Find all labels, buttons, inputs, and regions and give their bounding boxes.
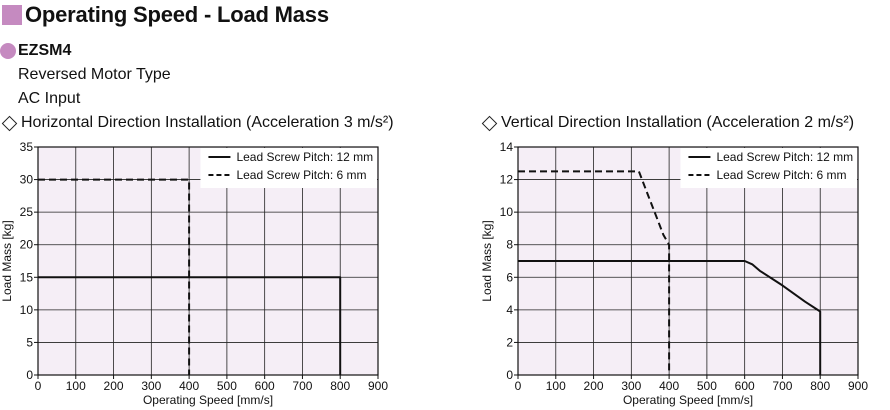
x-tick-label: 100: [546, 379, 566, 393]
y-tick-label: 35: [20, 140, 34, 154]
subtitle-motor-type: Reversed Motor Type: [18, 66, 171, 83]
y-axis-title: Load Mass [kg]: [480, 220, 494, 301]
x-tick-label: 100: [66, 379, 86, 393]
x-axis-title: Operating Speed [mm/s]: [143, 393, 273, 407]
chart-heading-vertical: Vertical Direction Installation (Acceler…: [480, 114, 854, 132]
x-tick-label: 900: [368, 379, 388, 393]
legend-label: Lead Screw Pitch: 6 mm: [236, 168, 366, 182]
chart-vertical-installation: 0 100 200 300 400 500 600 700 800 900 0 2 4 6 8 10 12 14 O…: [480, 140, 868, 407]
y-tick-label: 25: [20, 205, 34, 219]
legend-label: Lead Screw Pitch: 12 mm: [716, 150, 853, 164]
x-tick-label: 300: [621, 379, 641, 393]
legend-label: Lead Screw Pitch: 12 mm: [236, 150, 373, 164]
x-tick-label: 400: [179, 379, 199, 393]
legend-label: Lead Screw Pitch: 6 mm: [716, 168, 846, 182]
plot-frame: [37, 146, 379, 376]
x-tick-label: 600: [735, 379, 755, 393]
legend-box: [680, 148, 857, 188]
y-tick-label: 5: [26, 335, 33, 349]
y-tick-label: 8: [506, 238, 513, 252]
x-tick-label: 800: [810, 379, 830, 393]
y-tick-label: 0: [506, 368, 513, 382]
diamond-icon: [1, 115, 18, 131]
y-tick-label: 14: [500, 140, 514, 154]
title-marker-square: [2, 5, 22, 25]
x-tick-label: 0: [35, 379, 42, 393]
model-row: EZSM4: [0, 40, 71, 62]
y-tick-label: 30: [20, 173, 34, 187]
chart-horizontal-installation: 0 100 200 300 400 500 600 700 800 900 0 5 10 15 20 25 30…: [0, 140, 388, 407]
x-tick-label: 700: [292, 379, 312, 393]
x-tick-label: 0: [515, 379, 522, 393]
y-tick-label: 6: [506, 270, 513, 284]
model-name: EZSM4: [18, 42, 72, 59]
x-axis-title: Operating Speed [mm/s]: [623, 393, 753, 407]
legend-box: [200, 148, 377, 188]
y-tick-label: 10: [20, 303, 34, 317]
y-tick-label: 10: [500, 205, 514, 219]
x-tick-label: 800: [330, 379, 350, 393]
x-tick-label: 600: [255, 379, 275, 393]
x-tick-label: 500: [217, 379, 237, 393]
x-tick-label: 200: [584, 379, 604, 393]
model-bullet-dot: [0, 43, 16, 59]
y-axis-title: Load Mass [kg]: [0, 220, 14, 301]
y-tick-label: 15: [20, 270, 34, 284]
x-tick-label: 200: [104, 379, 124, 393]
y-tick-label: 0: [26, 368, 33, 382]
page-title: Operating Speed - Load Mass: [25, 2, 329, 27]
x-tick-label: 700: [772, 379, 792, 393]
series-line-6mm: [38, 178, 191, 375]
x-tick-label: 300: [141, 379, 161, 393]
series-line-12mm: [518, 260, 822, 375]
y-tick-label: 4: [506, 303, 513, 317]
chart-heading-text: Vertical Direction Installation (Acceler…: [501, 114, 855, 131]
series-line-6mm: [518, 170, 671, 375]
chart-heading-text: Horizontal Direction Installation (Accel…: [21, 114, 394, 131]
chart-heading-horizontal: Horizontal Direction Installation (Accel…: [0, 114, 394, 132]
diamond-icon: [481, 115, 498, 131]
series-line-12mm: [38, 276, 342, 375]
y-tick-label: 2: [506, 335, 513, 349]
x-tick-label: 400: [659, 379, 679, 393]
x-tick-label: 900: [848, 379, 868, 393]
y-tick-label: 12: [500, 173, 514, 187]
page-title-row: Operating Speed - Load Mass: [0, 0, 329, 30]
subtitle-input: AC Input: [18, 90, 81, 107]
y-tick-label: 20: [20, 238, 34, 252]
x-tick-label: 500: [697, 379, 717, 393]
